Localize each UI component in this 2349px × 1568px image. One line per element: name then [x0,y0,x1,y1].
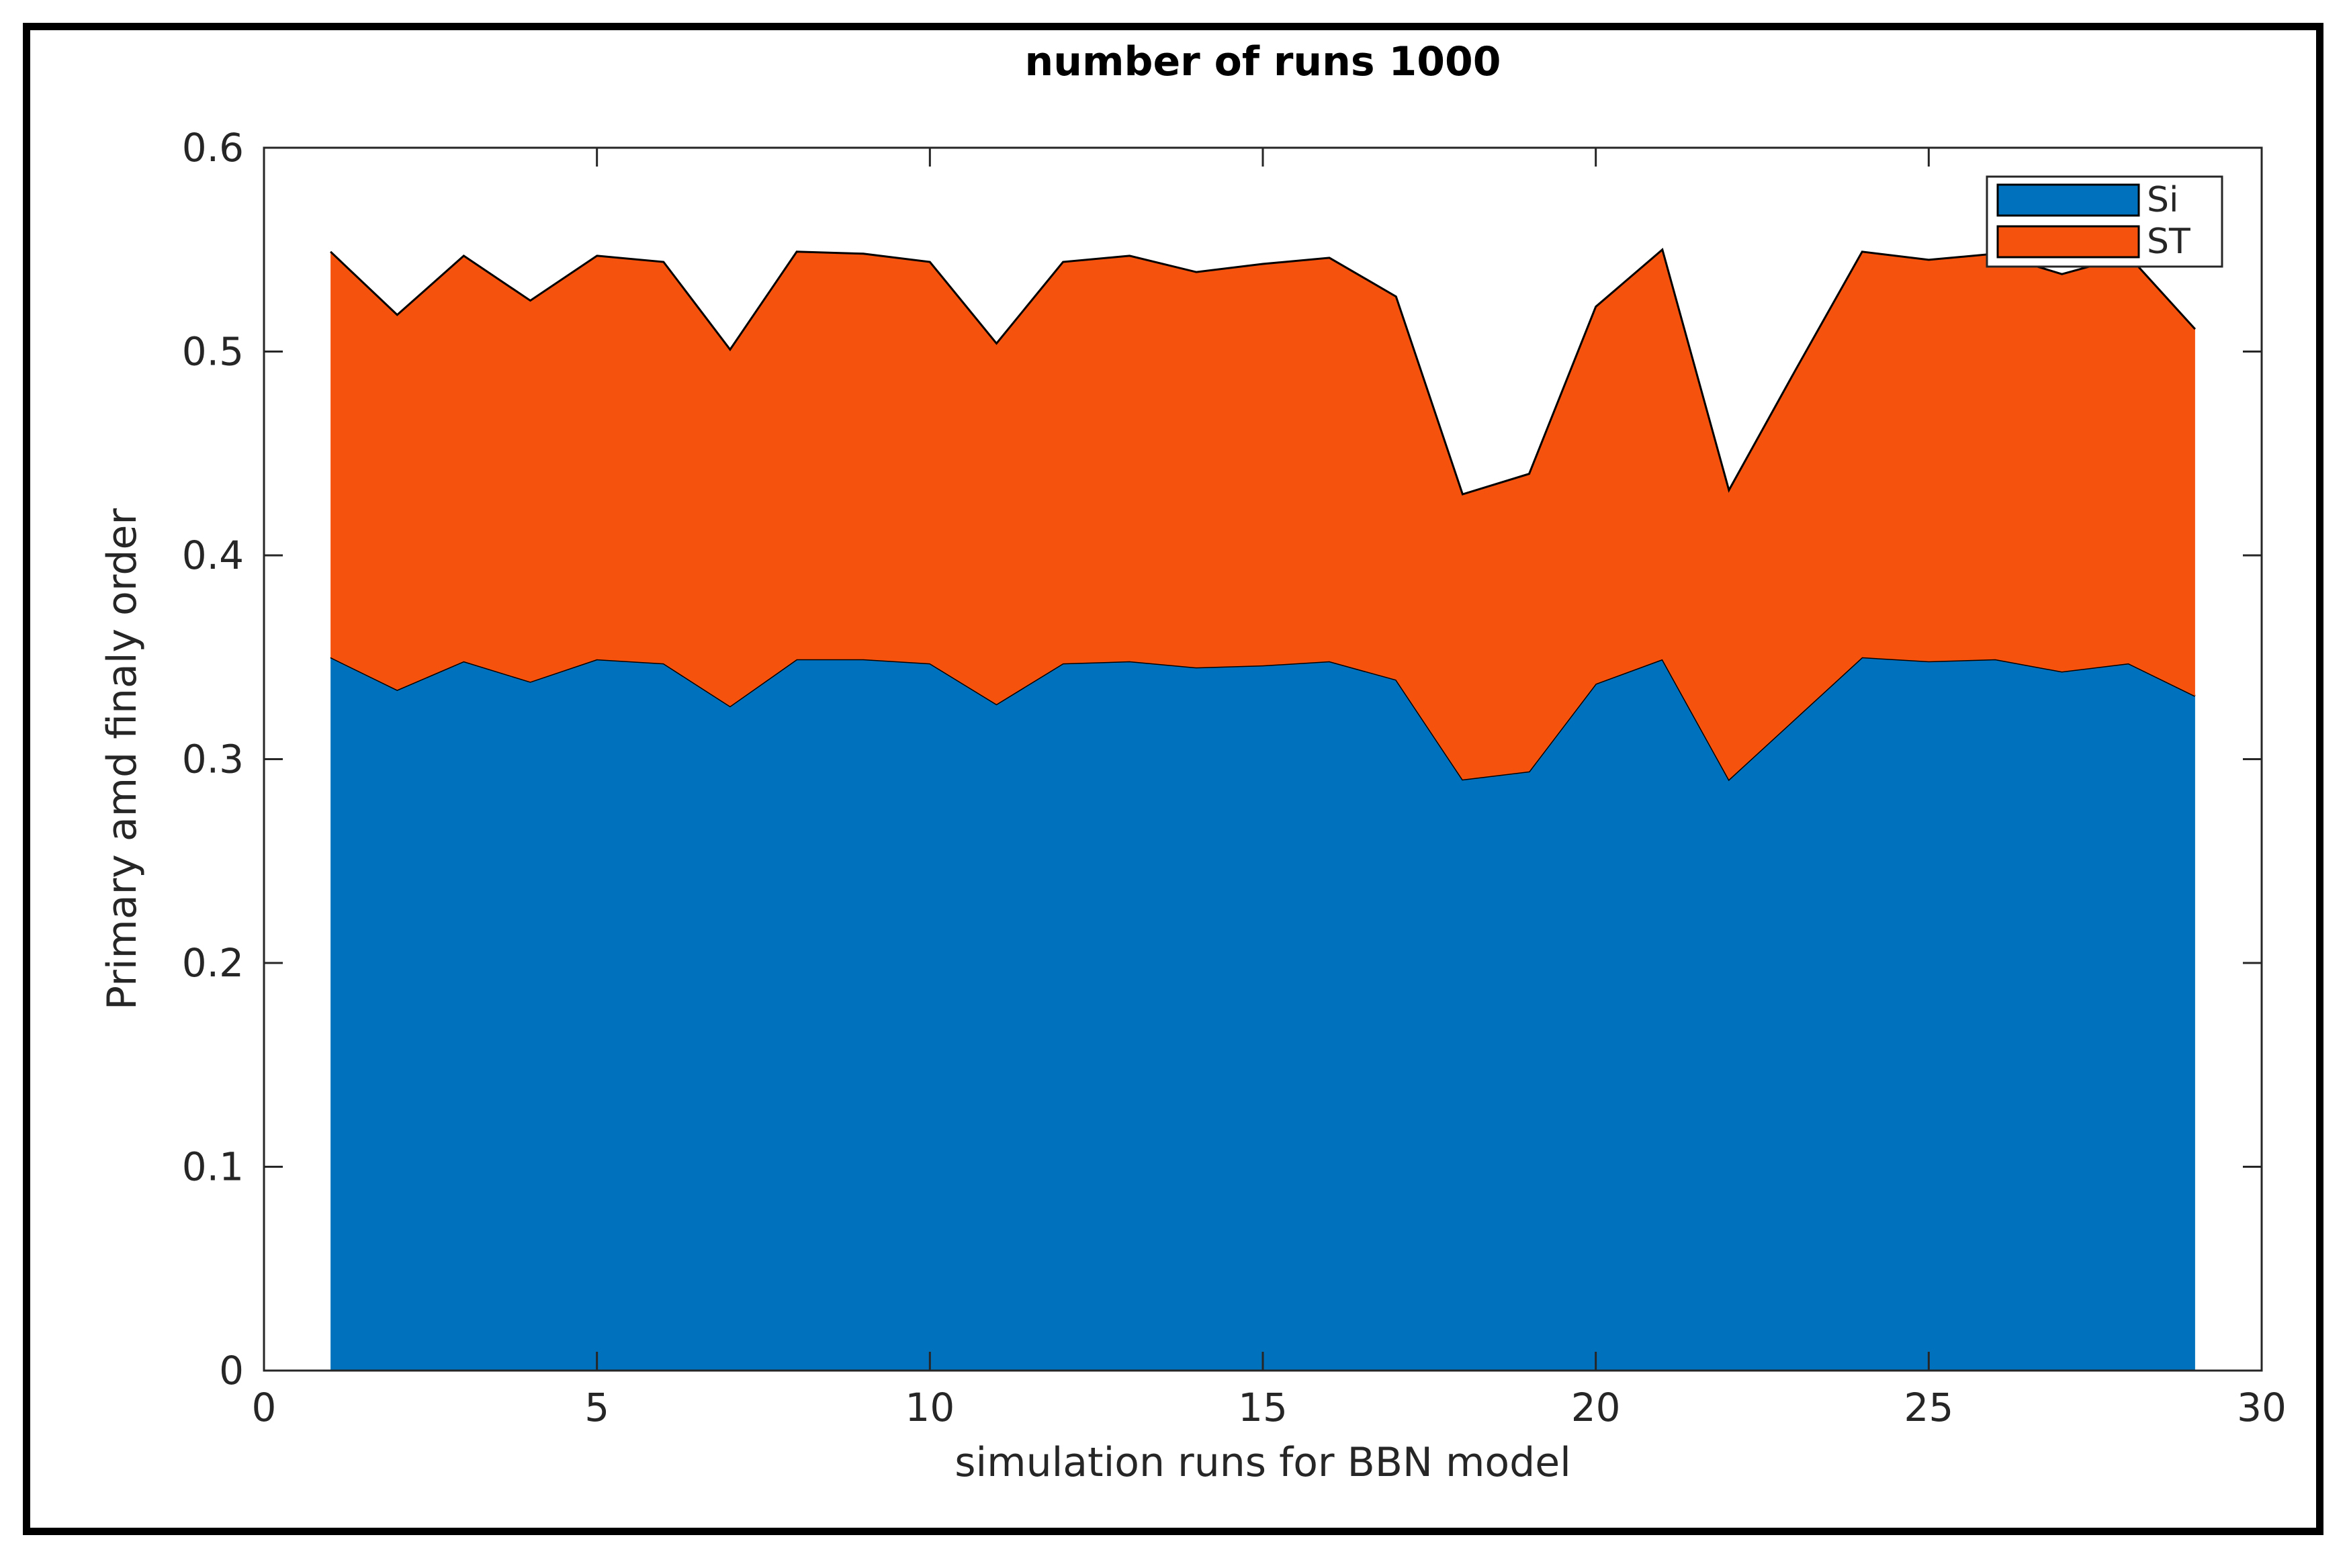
x-tick-label: 0 [252,1385,277,1430]
y-tick-label: 0.4 [182,533,244,578]
legend-swatch-st [1996,225,2140,259]
y-tick-label: 0.2 [182,940,244,986]
area-series-st [330,249,2195,780]
x-axis-label: simulation runs for BBN model [955,1439,1571,1486]
y-axis-label: Primary amd finaly order [99,508,146,1010]
chart-title: number of runs 1000 [1025,38,1501,85]
area-edge-st [330,248,2197,496]
y-tick-label: 0.3 [182,737,244,782]
x-tick-label: 30 [2237,1385,2287,1430]
area-series-si [330,657,2195,1371]
x-tick-label: 5 [584,1385,609,1430]
legend-swatch-si [1996,183,2140,217]
legend-label-st: ST [2147,222,2190,262]
y-tick-label: 0 [219,1348,244,1393]
chart-areas [330,248,2197,1371]
axis-ticks: 0 5 10 15 20 25 30 0 0.1 0.2 0.3 0.4 0.5 0.6 [182,125,2287,1430]
x-tick-label: 20 [1571,1385,1621,1430]
x-tick-label: 25 [1904,1385,1953,1430]
y-tick-label: 0.5 [182,329,244,375]
legend-label-si: Si [2147,180,2178,220]
y-tick-label: 0.6 [182,125,244,171]
y-tick-label: 0.1 [182,1144,244,1190]
x-tick-label: 15 [1238,1385,1288,1430]
x-tick-label: 10 [905,1385,955,1430]
